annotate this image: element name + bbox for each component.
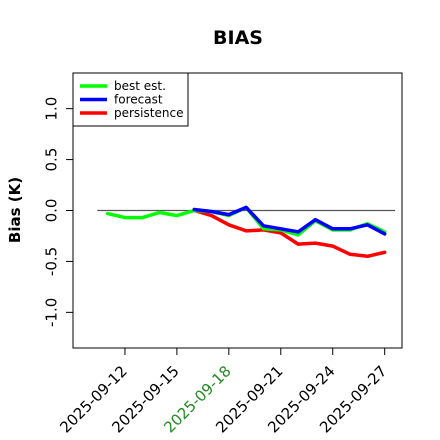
legend-label: best est. [114,79,166,93]
y-tick-label: 0.0 [43,199,61,223]
series-line-persistence [192,208,387,259]
series-line-forecast [192,205,387,236]
y-tick-label: 0.5 [43,148,61,172]
y-axis: 1.0 0.5 0.0 -0.5 -1.0 [43,97,73,327]
y-tick-label: -1.0 [43,298,61,327]
x-axis: 2025-09-122025-09-152025-09-182025-09-21… [56,348,391,436]
legend-label: forecast [114,93,163,107]
chart-title: BIAS [213,27,263,49]
series-layer [105,205,387,259]
legend-label: persistence [114,106,183,120]
y-axis-label: Bias (K) [6,177,24,243]
y-tick-label: -0.5 [43,247,61,276]
y-tick-label: 1.0 [43,97,61,121]
